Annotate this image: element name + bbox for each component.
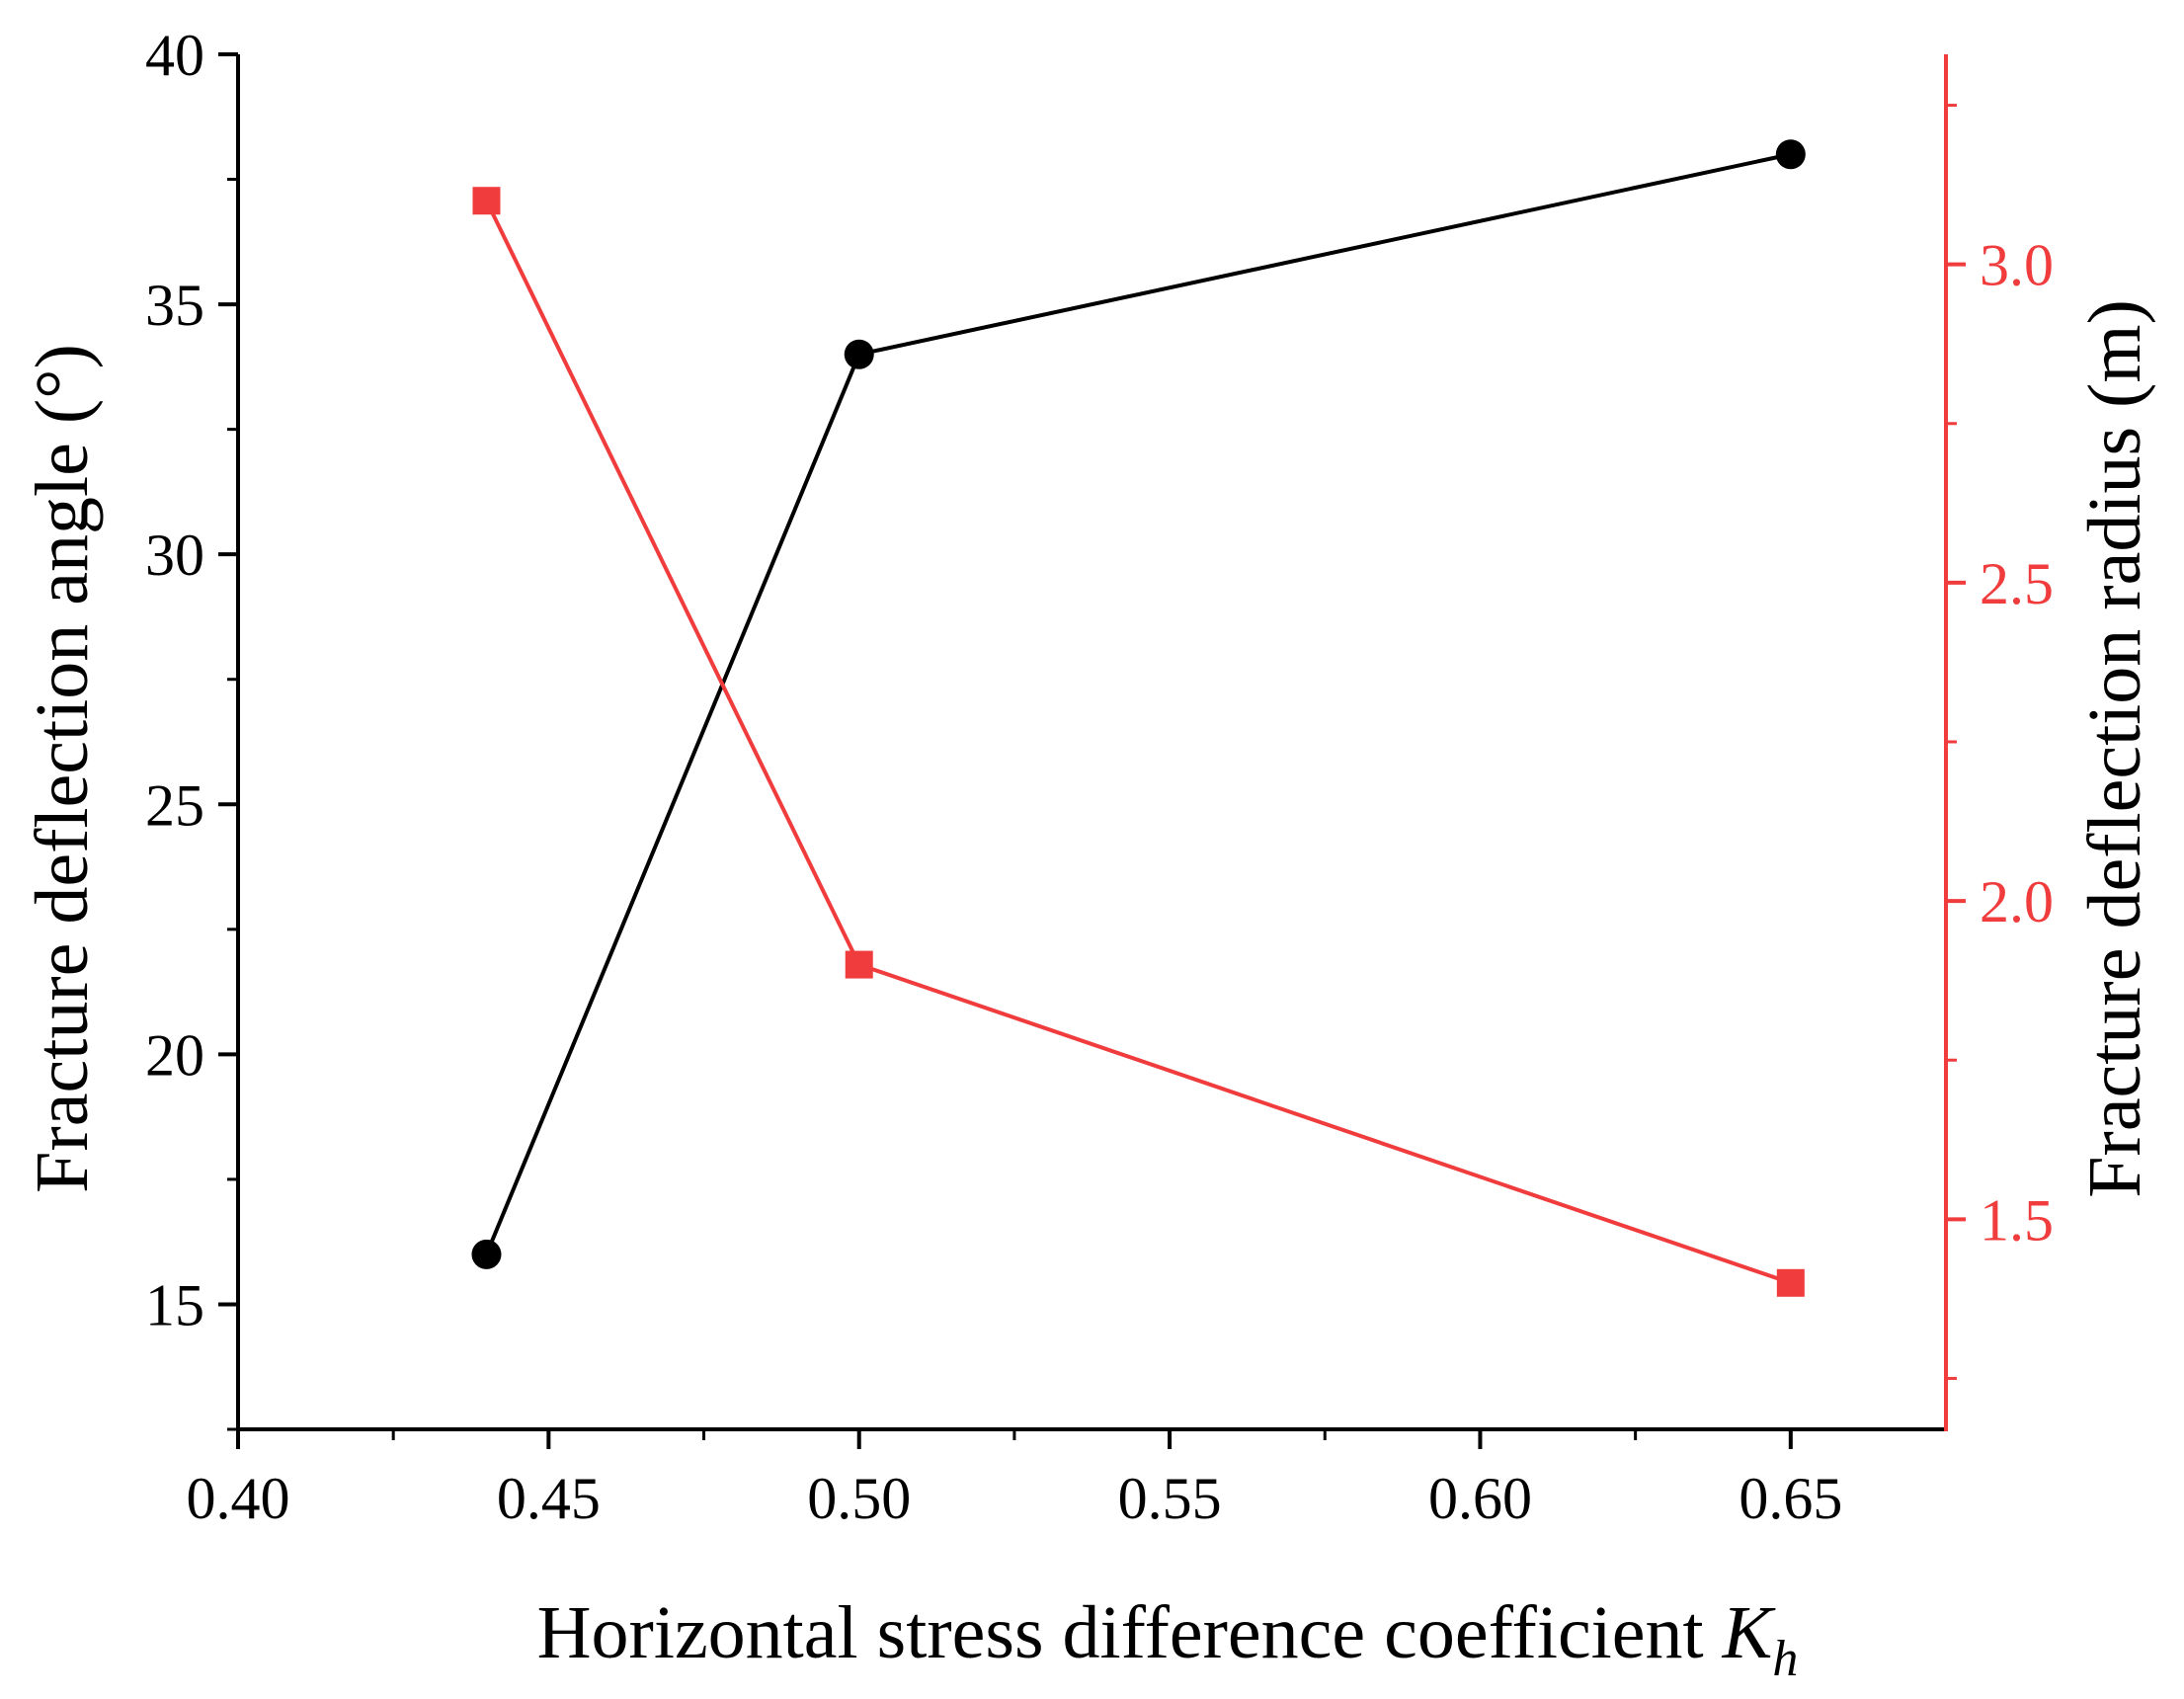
series-line-radius: [484, 200, 1792, 1285]
x-tick-label: 0.55: [1118, 1466, 1222, 1531]
data-point-angle: [844, 339, 874, 369]
x-tick-label: 0.50: [807, 1466, 911, 1531]
data-point-radius: [1776, 1268, 1805, 1297]
data-point-radius: [845, 950, 873, 979]
x-tick-label: 0.40: [187, 1466, 290, 1531]
y-axis-right-title: Fracture deflection radius (m): [2073, 299, 2156, 1198]
y-left-tick-label: 40: [145, 23, 204, 88]
y-left-tick-label: 30: [145, 523, 204, 588]
x-axis-title-subscript: h: [1772, 1631, 1798, 1687]
x-tick-label: 0.65: [1739, 1466, 1842, 1531]
x-axis-title-text: Horizontal stress difference coefficient: [537, 1591, 1723, 1674]
data-point-radius: [472, 187, 501, 215]
y-right-tick-label: 2.5: [1980, 551, 2054, 616]
x-axis-title: Horizontal stress difference coefficient…: [537, 1591, 1799, 1687]
axes: 0.40 0.45 0.50 0.55 0.60 0.65 15 20 25 30 35 40 1.5 2…: [145, 23, 2054, 1531]
y-right-tick-label: 2.0: [1980, 869, 2054, 934]
y-left-tick-label: 25: [145, 772, 204, 838]
data-point-angle: [471, 1239, 502, 1269]
y-axis-left-title: Fracture deflection angle (°): [21, 344, 104, 1193]
x-tick-label: 0.45: [497, 1466, 601, 1531]
y-left-tick-label: 15: [145, 1272, 204, 1337]
y-left-tick-label: 35: [145, 273, 204, 338]
y-right-tick-label: 3.0: [1980, 233, 2054, 298]
x-tick-label: 0.60: [1428, 1466, 1532, 1531]
x-axis-title-symbol: K: [1722, 1591, 1776, 1674]
y-left-tick-label: 20: [145, 1022, 204, 1088]
y-right-tick-label: 1.5: [1980, 1187, 2054, 1253]
series-line-angle: [484, 152, 1792, 1255]
data-point-angle: [1775, 139, 1806, 170]
plot-area: [471, 139, 1806, 1297]
